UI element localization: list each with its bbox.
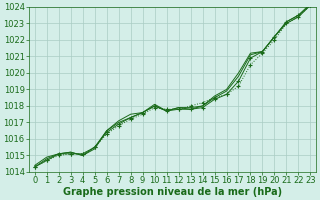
X-axis label: Graphe pression niveau de la mer (hPa): Graphe pression niveau de la mer (hPa) <box>63 187 282 197</box>
